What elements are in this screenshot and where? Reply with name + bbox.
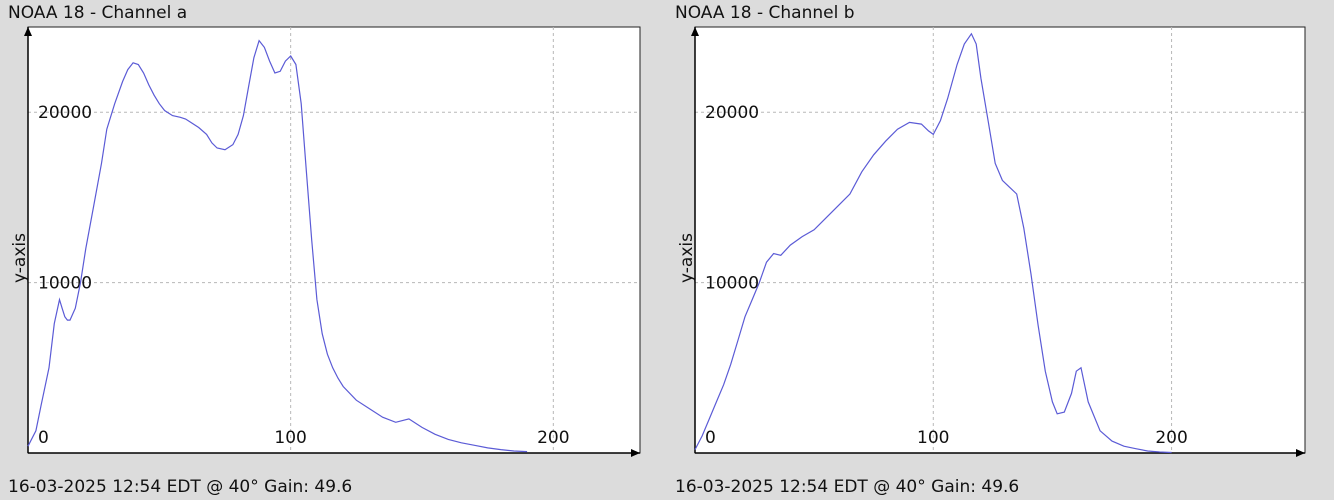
y-axis-arrow xyxy=(24,27,32,36)
chart-title: NOAA 18 - Channel a xyxy=(8,3,188,23)
x-tick-label: 100 xyxy=(274,428,306,448)
y-axis-label: y-axis xyxy=(677,233,697,283)
y-tick-label: 10000 xyxy=(38,274,92,294)
plot-area xyxy=(27,26,641,454)
plot-area xyxy=(694,26,1306,454)
y-axis-label: y-axis xyxy=(10,233,30,283)
series-line xyxy=(694,32,1172,454)
x-tick-label: 200 xyxy=(1155,428,1187,448)
x-tick-label: 200 xyxy=(537,428,569,448)
chart-panel-channel-b: NOAA 18 - Channel b 0 100 200 10000 20000 y-… xyxy=(667,0,1334,500)
x-tick-label: 0 xyxy=(705,428,716,448)
x-tick-label: 0 xyxy=(38,428,49,448)
chart-plot: 0 100 200 10000 20000 xyxy=(691,26,1306,457)
x-axis-arrow xyxy=(631,449,640,457)
chart-panel-channel-a: NOAA 18 - Channel a 0 100 200 10000 20000 y-… xyxy=(8,3,641,497)
y-tick-label: 20000 xyxy=(705,103,759,123)
y-tick-label: 10000 xyxy=(705,274,759,294)
chart-title: NOAA 18 - Channel b xyxy=(675,3,855,23)
y-axis-arrow xyxy=(691,27,699,36)
chart-footer: 16-03-2025 12:54 EDT @ 40° Gain: 49.6 xyxy=(8,477,353,497)
x-tick-label: 100 xyxy=(917,428,949,448)
chart-footer: 16-03-2025 12:54 EDT @ 40° Gain: 49.6 xyxy=(675,477,1020,497)
chart-plot: 0 100 200 10000 20000 xyxy=(24,26,641,457)
y-tick-label: 20000 xyxy=(38,103,92,123)
x-axis-arrow xyxy=(1296,449,1305,457)
series-line xyxy=(27,39,528,453)
